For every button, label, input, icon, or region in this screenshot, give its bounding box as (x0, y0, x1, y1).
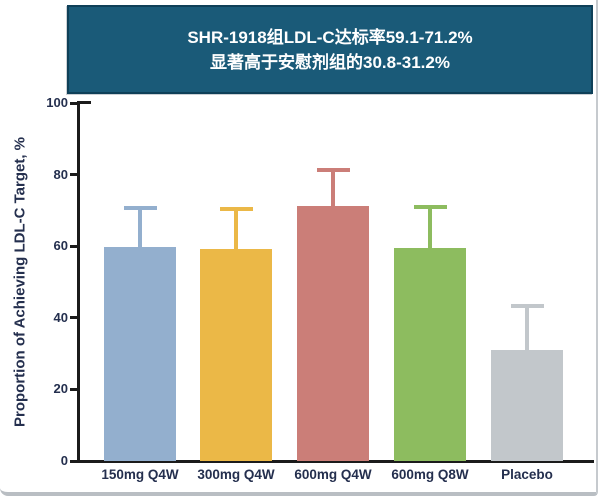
x-axis-label: 300mg Q4W (197, 467, 275, 482)
x-axis-label: Placebo (501, 467, 553, 482)
error-bar-line (428, 207, 432, 250)
y-tick-mark (70, 101, 78, 105)
error-bar-cap (123, 205, 157, 210)
y-tick-mark (70, 387, 78, 391)
error-bar-cap (316, 168, 350, 173)
y-tick-label: 60 (53, 238, 68, 254)
error-bar-line (234, 208, 238, 252)
error-bar-cap (510, 304, 544, 309)
y-axis-top-cap (77, 101, 91, 104)
error-bar-cap (413, 205, 447, 210)
y-tick-mark (70, 316, 78, 320)
y-tick-label: 40 (53, 309, 68, 325)
x-axis-label: 150mg Q4W (101, 467, 179, 482)
error-bar-line (138, 207, 142, 250)
y-tick-label: 100 (46, 95, 68, 110)
y-tick-label: 80 (53, 166, 68, 182)
x-axis-label: 600mg Q4W (294, 467, 372, 482)
bar-placebo (491, 350, 563, 461)
bar-600mg-q4w (297, 206, 369, 461)
headline-banner: SHR-1918组LDL-C达标率59.1-71.2% 显著高于安慰剂组的30.… (67, 5, 593, 94)
banner-line-1: SHR-1918组LDL-C达标率59.1-71.2% (187, 27, 473, 47)
x-axis-line (74, 460, 594, 463)
bar-600mg-q8w (394, 247, 466, 461)
x-axis-label: 600mg Q8W (391, 467, 469, 482)
banner-line-2: 显著高于安慰剂组的30.8-31.2% (210, 52, 450, 72)
y-tick-label: 0 (60, 453, 68, 468)
y-tick-mark (70, 459, 78, 463)
error-bar-line (331, 170, 335, 209)
bar-150mg-q4w (104, 247, 176, 461)
y-tick-mark (70, 244, 78, 248)
bar-300mg-q4w (200, 249, 272, 461)
y-axis-line (77, 101, 80, 463)
y-tick-label: 20 (53, 381, 68, 397)
error-bar-cap (219, 206, 253, 211)
y-tick-mark (70, 173, 78, 177)
y-axis-title: Proportion of Achieving LDL-C Target, % (11, 137, 29, 427)
error-bar-line (525, 306, 529, 352)
